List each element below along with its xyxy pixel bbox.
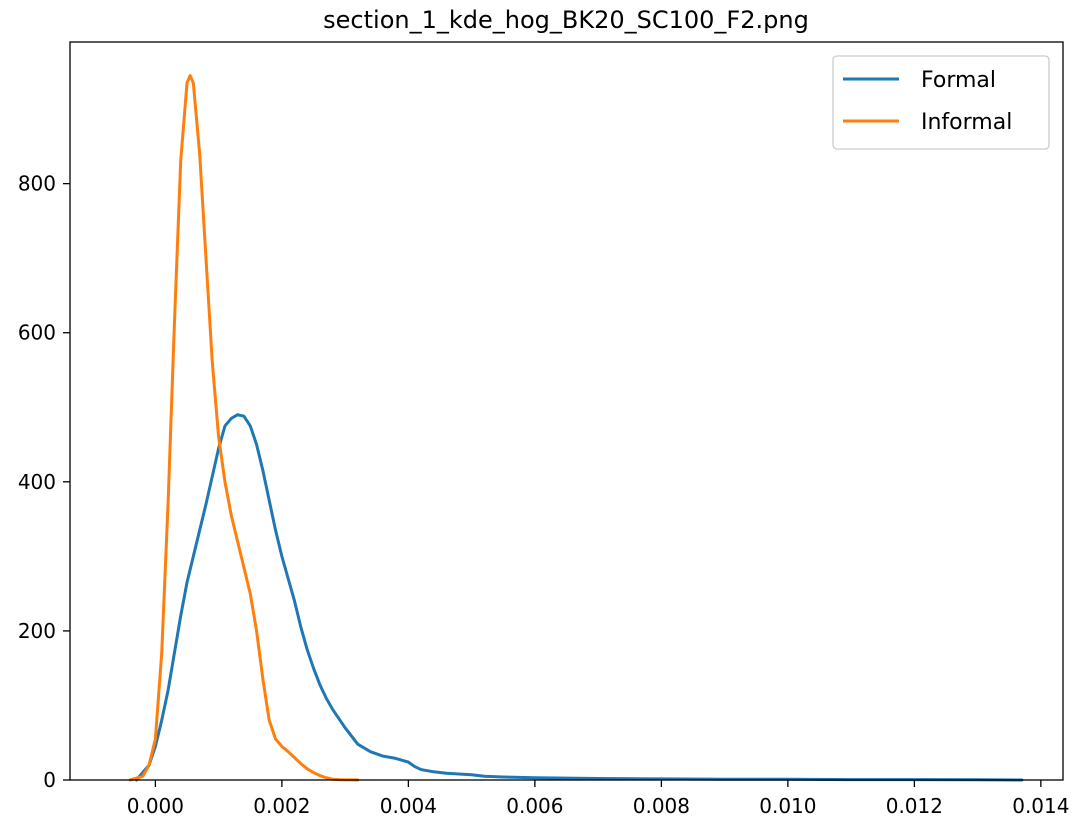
axes-frame [69,41,1064,781]
legend-label-informal: Informal [921,110,1012,135]
x-tick-label: 0.010 [759,794,816,818]
y-axis: 0 200 400 600 800 [18,172,70,792]
y-tick-label: 200 [18,619,56,643]
x-axis: 0.000 0.002 0.004 0.006 0.008 0.010 0.012 0.014 [127,780,1069,818]
x-tick-label: 0.014 [1012,794,1069,818]
x-tick-label: 0.004 [380,794,437,818]
legend-label-formal: Formal [921,68,996,93]
y-tick-label: 600 [18,321,56,345]
legend: Formal Informal [832,55,1050,150]
series-line-formal [134,413,1024,782]
chart-title: section_1_kde_hog_BK20_SC100_F2.png [323,6,809,34]
x-tick-label: 0.006 [506,794,563,818]
y-tick-label: 0 [43,768,56,792]
x-tick-label: 0.000 [127,794,184,818]
y-tick-label: 800 [18,172,56,196]
y-tick-label: 400 [18,470,56,494]
x-tick-label: 0.002 [253,794,310,818]
plot-area [128,74,1024,782]
x-tick-label: 0.008 [633,794,690,818]
series-line-informal [128,74,360,782]
x-tick-label: 0.012 [886,794,943,818]
